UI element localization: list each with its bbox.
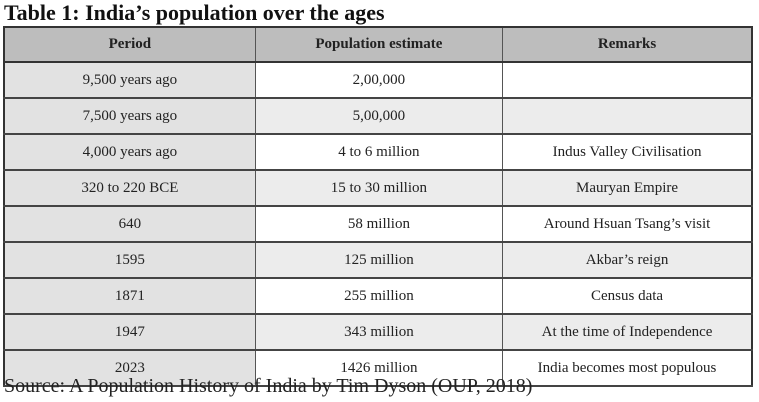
header-remarks: Remarks [502, 26, 753, 63]
period-cell: 640 [3, 205, 256, 243]
remarks-cell: India becomes most populous [502, 349, 753, 387]
remarks-cell [502, 97, 753, 135]
population-cell: 343 million [254, 313, 504, 351]
table-row: 1595 125 million Akbar’s reign [3, 241, 753, 279]
population-cell: 4 to 6 million [254, 133, 504, 171]
table-row: 1871 255 million Census data [3, 277, 753, 315]
table-row: 2023 1426 million India becomes most popul… [3, 349, 753, 387]
table-row: 640 58 million Around Hsuan Tsang’s visit [3, 205, 753, 243]
table-row: 320 to 220 BCE 15 to 30 million Mauryan Em… [3, 169, 753, 207]
header-population: Population estimate [254, 26, 504, 63]
population-cell: 5,00,000 [254, 97, 504, 135]
period-cell: 1871 [3, 277, 256, 315]
table-title: Table 1: India’s population over the age… [4, 0, 385, 25]
header-period: Period [3, 26, 256, 63]
population-cell: 58 million [254, 205, 504, 243]
remarks-cell: Mauryan Empire [502, 169, 753, 207]
table-row: 4,000 years ago 4 to 6 million Indus Valle… [3, 133, 753, 171]
period-cell: 7,500 years ago [3, 97, 256, 135]
remarks-cell: At the time of Independence [502, 313, 753, 351]
period-cell: 9,500 years ago [3, 61, 256, 99]
population-cell: 255 million [254, 277, 504, 315]
table-row: 9,500 years ago 2,00,000 [3, 61, 753, 99]
source-note: Source: A Population History of India by… [4, 375, 533, 397]
remarks-cell: Census data [502, 277, 753, 315]
remarks-cell [502, 61, 753, 99]
remarks-cell: Indus Valley Civilisation [502, 133, 753, 171]
table-row: 1947 343 million At the time of Independen… [3, 313, 753, 351]
population-table: Period Population estimate Remarks 9,500… [3, 26, 753, 387]
population-cell: 125 million [254, 241, 504, 279]
period-cell: 1595 [3, 241, 256, 279]
remarks-cell: Akbar’s reign [502, 241, 753, 279]
table-header-row: Period Population estimate Remarks [3, 26, 753, 63]
period-cell: 4,000 years ago [3, 133, 256, 171]
period-cell: 2023 [3, 349, 256, 387]
table-row: 7,500 years ago 5,00,000 [3, 97, 753, 135]
population-cell: 2,00,000 [254, 61, 504, 99]
remarks-cell: Around Hsuan Tsang’s visit [502, 205, 753, 243]
period-cell: 320 to 220 BCE [3, 169, 256, 207]
population-cell: 15 to 30 million [254, 169, 504, 207]
period-cell: 1947 [3, 313, 256, 351]
